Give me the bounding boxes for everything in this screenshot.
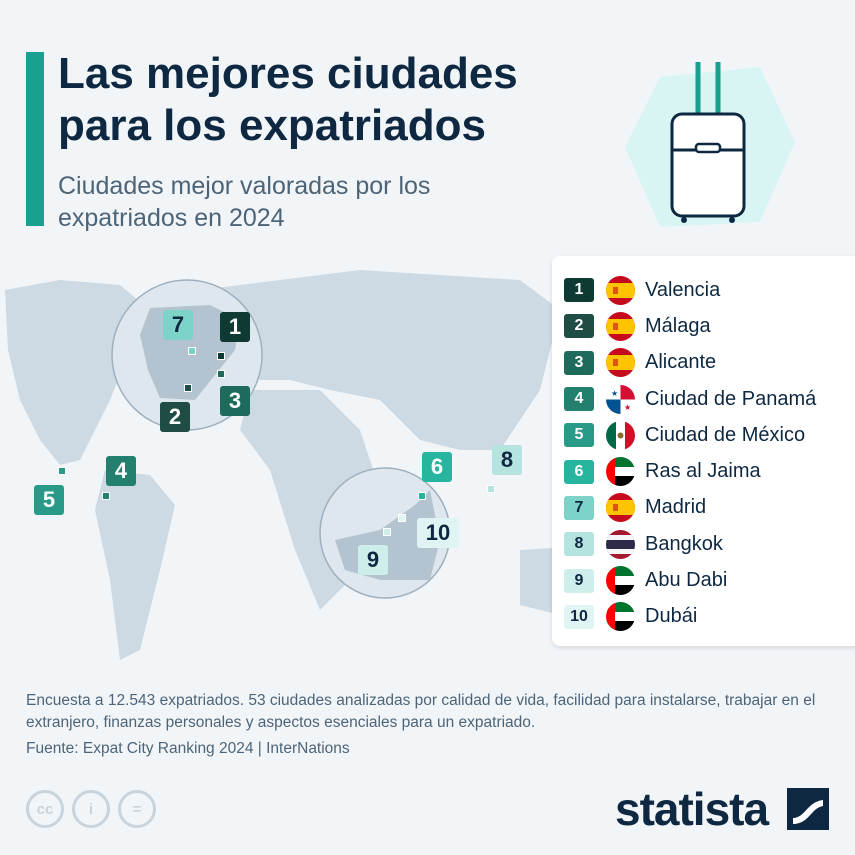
panama-flag-icon: ★ ★ [606,384,635,414]
city-name: Madrid [645,496,707,519]
city-name: Ciudad de Panamá [645,387,817,410]
legend-row: 4 ★ ★ Ciudad de Panamá [564,381,855,417]
south-america [95,470,175,660]
map-pin-7: 7 [163,310,193,340]
page-subtitle: Ciudades mejor valoradas por los expatri… [58,172,431,232]
survey-note: Encuesta a 12.543 expatriados. 53 ciudad… [26,692,816,731]
rank-badge: 4 [564,387,594,412]
page-title: Las mejores ciudades para los expatriado… [58,49,518,150]
city-marker-malaga [184,384,192,392]
uae-flag-icon [606,602,635,632]
license-icons: cc i = [26,790,156,828]
city-name: Bangkok [645,532,723,555]
attribution-icon[interactable]: i [72,790,110,828]
statista-logo[interactable]: statista [615,783,769,835]
map-pin-3: 3 [220,386,250,416]
eurasia [200,270,560,450]
map-pin-9: 9 [358,545,388,575]
uae-flag-icon [606,566,635,596]
legend-row: 5 Ciudad de México [564,417,855,453]
city-name: Valencia [645,278,721,301]
north-america [5,280,150,465]
rank-badge: 6 [564,459,594,484]
rank-badge: 3 [564,350,594,375]
legend-row: 1 Valencia [564,272,855,308]
city-name: Ras al Jaima [645,460,761,483]
city-marker-alicante [217,370,225,378]
rank-badge: 1 [564,278,594,303]
uae-flag-icon [606,457,635,487]
rank-badge: 5 [564,423,594,448]
spain-flag-icon [606,348,635,378]
map-pin-5: 5 [34,485,64,515]
legend-row: 9 Abu Dabi [564,562,855,598]
city-marker-bangkok [487,485,495,493]
legend-row: 8 Bangkok [564,526,855,562]
svg-text:★: ★ [624,403,631,412]
map-pin-8: 8 [492,445,522,475]
city-name: Dubái [645,605,698,628]
legend-row: 10 Dubái [564,599,855,635]
suitcase-icon [625,62,795,227]
legend-row: 3 Alicante [564,345,855,381]
city-marker-madrid [188,347,196,355]
map-pin-2: 2 [160,402,190,432]
rank-badge: 7 [564,495,594,520]
spain-flag-icon [606,493,635,523]
svg-text:★: ★ [611,389,618,398]
map-pin-4: 4 [106,456,136,486]
rank-badge: 10 [564,604,594,629]
ranking-legend: 1 Valencia 2 Málaga 3 Alicante 4 ★ ★ Ciudad … [552,256,855,646]
source-text: Fuente: Expat City Ranking 2024 | InterN… [26,740,350,757]
city-marker-mexico [58,467,66,475]
thailand-flag-icon [606,529,635,559]
rank-badge: 2 [564,314,594,339]
legend-row: 7 Madrid [564,490,855,526]
creative-commons-icon[interactable]: cc [26,790,64,828]
city-marker-panama [102,492,110,500]
map-pin-1: 1 [220,312,250,342]
city-marker-valencia [217,352,225,360]
city-name: Ciudad de México [645,423,806,446]
legend-row: 2 Málaga [564,308,855,344]
city-marker-abu-dabi [383,528,391,536]
no-derivatives-icon[interactable]: = [118,790,156,828]
rank-badge: 9 [564,568,594,593]
city-name: Alicante [645,351,717,374]
city-marker-ras-al-jaima [418,492,426,500]
title-accent-bar [26,52,44,226]
legend-row: 6 Ras al Jaima [564,453,855,489]
spain-flag-icon [606,311,635,341]
map-pin-10: 10 [417,518,459,548]
city-name: Abu Dabi [645,569,728,592]
mexico-flag-icon [606,420,635,450]
statista-logo-mark [787,788,829,830]
spain-flag-icon [606,275,635,305]
map-pin-6: 6 [422,452,452,482]
city-marker-dubai [398,514,406,522]
rank-badge: 8 [564,532,594,557]
city-name: Málaga [645,314,711,337]
